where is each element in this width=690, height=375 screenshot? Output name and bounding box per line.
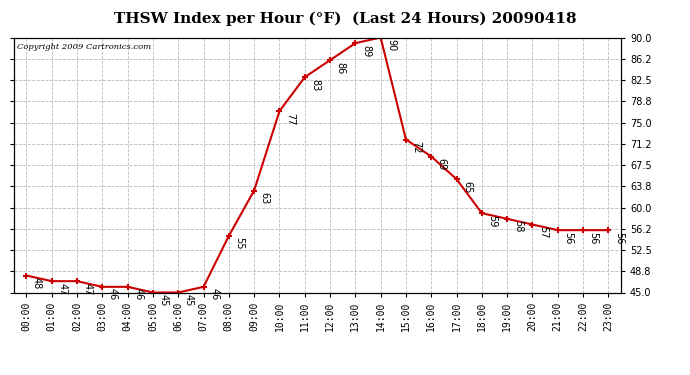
Text: 56: 56 [614,231,624,244]
Text: 69: 69 [437,158,447,170]
Text: 56: 56 [589,231,599,244]
Text: 63: 63 [259,192,270,204]
Text: 90: 90 [386,39,396,51]
Text: 56: 56 [563,231,573,244]
Text: 59: 59 [487,214,497,227]
Text: Copyright 2009 Cartronics.com: Copyright 2009 Cartronics.com [17,43,151,51]
Text: 47: 47 [57,282,68,295]
Text: 46: 46 [108,288,118,300]
Text: 55: 55 [235,237,244,250]
Text: 45: 45 [159,294,168,306]
Text: 47: 47 [83,282,92,295]
Text: 48: 48 [32,277,42,289]
Text: 45: 45 [184,294,194,306]
Text: 65: 65 [462,180,472,193]
Text: 72: 72 [411,141,422,153]
Text: 77: 77 [285,112,295,125]
Text: 86: 86 [335,62,346,74]
Text: 46: 46 [209,288,219,300]
Text: 46: 46 [133,288,144,300]
Text: THSW Index per Hour (°F)  (Last 24 Hours) 20090418: THSW Index per Hour (°F) (Last 24 Hours)… [114,11,576,26]
Text: 89: 89 [361,45,371,57]
Text: 58: 58 [513,220,523,232]
Text: 57: 57 [538,226,548,238]
Text: 83: 83 [310,78,320,91]
